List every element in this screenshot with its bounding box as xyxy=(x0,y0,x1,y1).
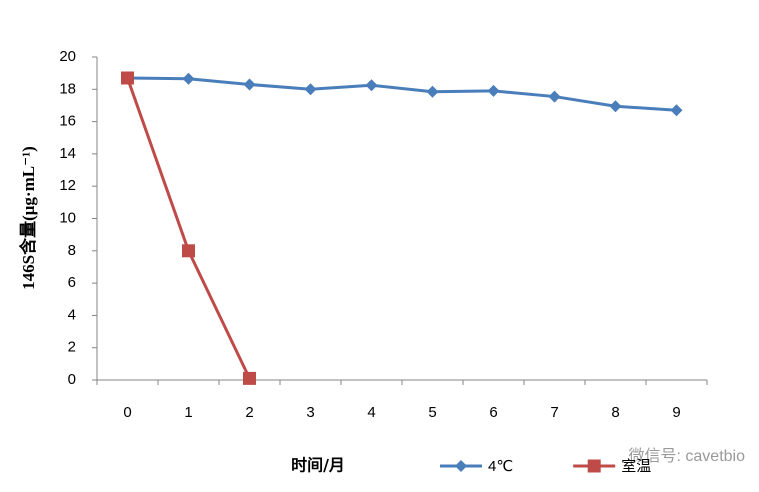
y-axis-label: 146S含量(μg·mL⁻¹) xyxy=(18,146,38,290)
legend-label: 4℃ xyxy=(488,458,513,475)
marker xyxy=(243,371,256,385)
series-line xyxy=(127,76,677,112)
y-tick-label: 6 xyxy=(68,274,76,291)
x-tick-label: 8 xyxy=(611,404,619,421)
legend-marker xyxy=(455,460,467,472)
y-tick-label: 16 xyxy=(59,113,76,130)
y-tick-label: 8 xyxy=(68,242,76,259)
marker xyxy=(426,85,439,98)
x-tick-label: 4 xyxy=(367,404,375,421)
y-tick-label: 20 xyxy=(59,48,76,65)
y-tick-label: 2 xyxy=(68,339,76,356)
y-tick-label: 18 xyxy=(59,80,76,97)
marker xyxy=(304,83,317,96)
x-tick-label: 5 xyxy=(428,404,436,421)
marker xyxy=(365,79,378,92)
x-tick-label: 9 xyxy=(672,404,680,421)
marker xyxy=(121,71,134,85)
x-tick-label: 1 xyxy=(184,404,192,421)
y-tick-label: 12 xyxy=(59,177,76,194)
legend-label: 室温 xyxy=(621,458,651,475)
marker xyxy=(670,104,683,117)
marker xyxy=(182,244,195,258)
x-tick-label: 6 xyxy=(489,404,497,421)
x-axis-label: 时间/月 xyxy=(291,456,345,475)
y-tick-label: 4 xyxy=(68,306,76,323)
legend-marker xyxy=(587,459,601,473)
x-tick-label: 7 xyxy=(550,404,558,421)
y-tick-label: 14 xyxy=(59,145,76,162)
y-tick-label: 0 xyxy=(68,371,76,388)
x-tick-label: 2 xyxy=(245,404,253,421)
x-tick-label: 0 xyxy=(123,404,131,421)
marker xyxy=(548,90,561,103)
marker xyxy=(487,84,500,97)
marker xyxy=(609,100,622,113)
marker xyxy=(182,72,195,85)
watermark: 微信号: cavetbio xyxy=(629,447,746,465)
y-tick-label: 10 xyxy=(59,209,76,226)
x-tick-label: 3 xyxy=(306,404,314,421)
marker xyxy=(243,78,256,91)
